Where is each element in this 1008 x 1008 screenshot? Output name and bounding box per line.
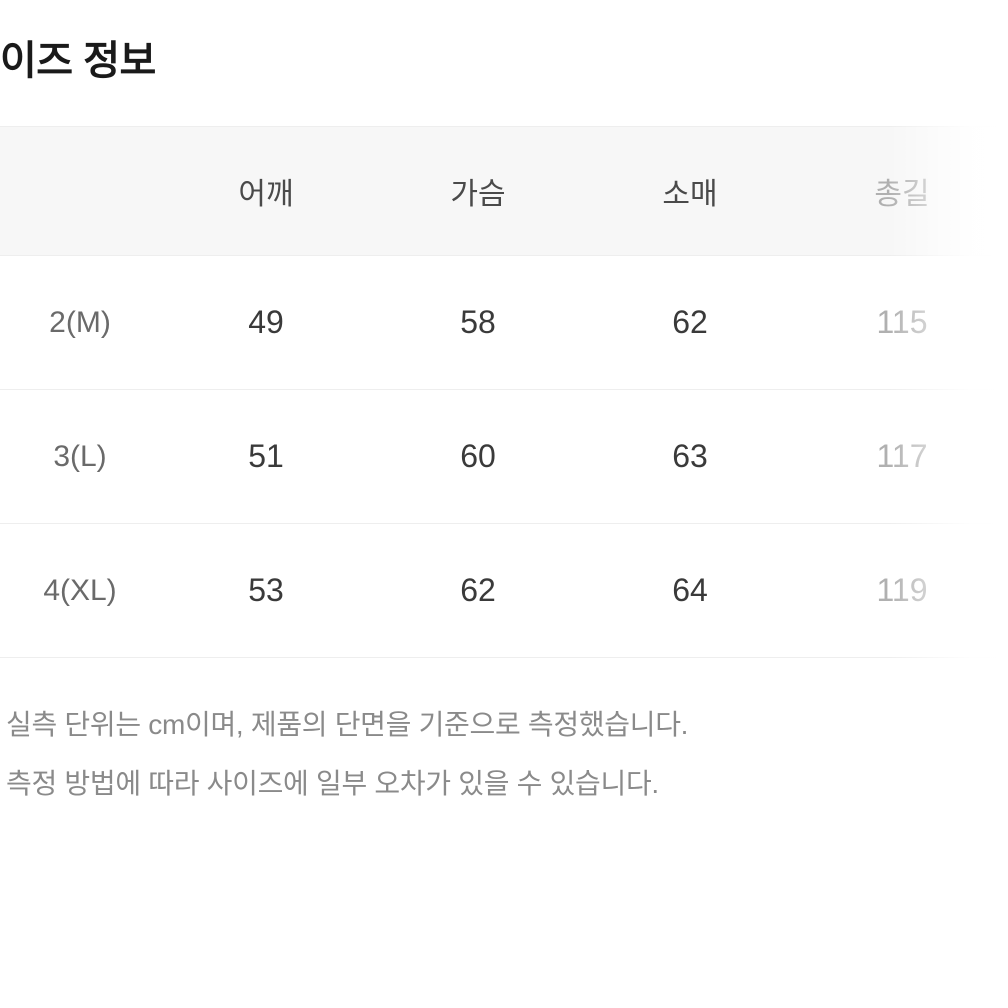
cell-value: 119 — [796, 524, 1008, 658]
table-header: 어깨 가슴 소매 총길 — [0, 127, 1008, 256]
cell-value: 62 — [372, 524, 584, 658]
cell-value: 58 — [372, 256, 584, 390]
table-body: 2(M) 49 58 62 115 3(L) 51 60 63 117 4(XL… — [0, 256, 1008, 658]
section-title: 이즈 정보 — [0, 0, 1008, 126]
col-header-size — [0, 127, 160, 256]
note-line: 실측 단위는 cm이며, 제품의 단면을 기준으로 측정했습니다. — [6, 696, 1008, 755]
notes-section: 실측 단위는 cm이며, 제품의 단면을 기준으로 측정했습니다. 측정 방법에… — [0, 658, 1008, 814]
col-header-length: 총길 — [796, 127, 1008, 256]
size-info-container: 이즈 정보 어깨 가슴 소매 총길 2(M) 49 58 62 115 3(L)… — [0, 0, 1008, 814]
note-line: 측정 방법에 따라 사이즈에 일부 오차가 있을 수 있습니다. — [6, 755, 1008, 814]
cell-value: 64 — [584, 524, 796, 658]
col-header-sleeve: 소매 — [584, 127, 796, 256]
table-row: 4(XL) 53 62 64 119 — [0, 524, 1008, 658]
table-row: 2(M) 49 58 62 115 — [0, 256, 1008, 390]
size-table: 어깨 가슴 소매 총길 2(M) 49 58 62 115 3(L) 51 60… — [0, 126, 1008, 658]
cell-value: 117 — [796, 390, 1008, 524]
cell-value: 63 — [584, 390, 796, 524]
table-row: 3(L) 51 60 63 117 — [0, 390, 1008, 524]
size-label: 4(XL) — [0, 524, 160, 658]
size-label: 3(L) — [0, 390, 160, 524]
cell-value: 60 — [372, 390, 584, 524]
col-header-chest: 가슴 — [372, 127, 584, 256]
cell-value: 53 — [160, 524, 372, 658]
cell-value: 51 — [160, 390, 372, 524]
size-label: 2(M) — [0, 256, 160, 390]
cell-value: 49 — [160, 256, 372, 390]
cell-value: 62 — [584, 256, 796, 390]
cell-value: 115 — [796, 256, 1008, 390]
col-header-shoulder: 어깨 — [160, 127, 372, 256]
